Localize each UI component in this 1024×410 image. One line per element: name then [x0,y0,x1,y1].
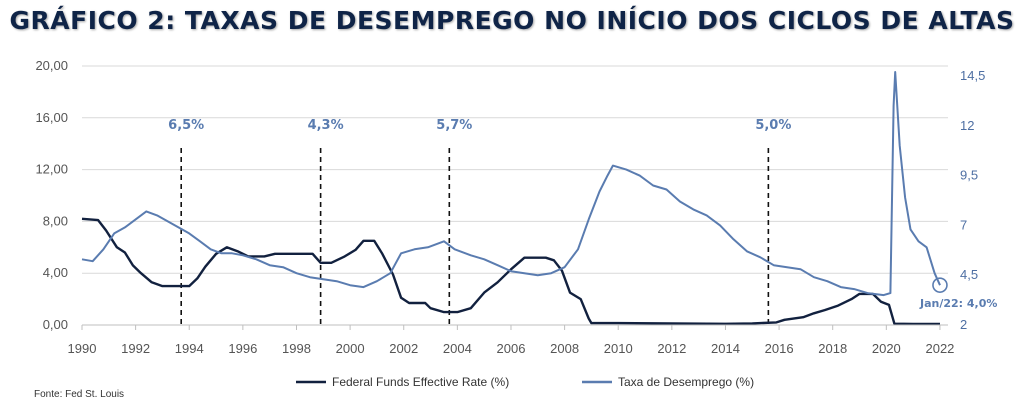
x-tick-label: 2014 [711,341,740,356]
series-lines [81,71,941,326]
x-tick-label: 2006 [497,341,526,356]
x-tick-label: 2000 [336,341,365,356]
x-tick-label: 2008 [550,341,579,356]
y-left-tick-label: 4,00 [43,265,68,280]
y-left-tick-label: 12,00 [35,162,68,177]
x-tick-label: 2018 [818,341,847,356]
x-tick-label: 2022 [925,341,954,356]
unemployment-line [81,71,941,297]
cycle-start-label: 6,5% [168,118,204,133]
source-note: Fonte: Fed St. Louis [34,389,125,400]
x-tick-label: 1990 [68,341,97,356]
y-axis-right: 2 4,5 7 9,5 12 14,5 [960,68,985,332]
y-left-tick-label: 16,00 [35,110,68,125]
cycle-start-label: 5,0% [755,118,791,133]
chart-title: GRÁFICO 2: TAXAS DE DESEMPREGO NO INÍCIO… [9,6,1015,35]
x-axis: 1990 1992 1994 1996 1998 2000 2002 2004 2006 2008… [68,324,954,356]
x-tick-label: 2010 [604,341,633,356]
x-tick-label: 2012 [657,341,686,356]
legend-label: Federal Funds Effective Rate (%) [332,375,509,389]
legend: Federal Funds Effective Rate (%) Taxa de … [296,375,754,389]
y-right-tick-label: 7 [960,217,967,232]
y-axis-left: 0,00 4,00 8,00 12,00 16,00 20,00 [35,58,68,332]
cycle-start-label: 5,7% [436,118,472,133]
x-tick-label: 1992 [121,341,150,356]
y-right-tick-label: 4,5 [960,267,978,282]
y-right-tick-label: 12 [960,118,974,133]
y-left-tick-label: 20,00 [35,58,68,73]
end-value-label: Jan/22: 4,0% [919,297,997,310]
x-tick-label: 2020 [872,341,901,356]
fed-funds-line [81,217,940,326]
y-right-tick-label: 9,5 [960,168,978,183]
legend-label: Taxa de Desemprego (%) [618,375,754,389]
x-tick-label: 1998 [282,341,311,356]
y-left-tick-label: 0,00 [43,317,68,332]
cycle-start-label: 4,3% [308,118,344,133]
x-tick-label: 2016 [765,341,794,356]
end-marker: Jan/22: 4,0% [919,277,997,310]
y-left-tick-label: 8,00 [43,213,68,228]
x-tick-label: 1996 [228,341,257,356]
y-right-tick-label: 14,5 [960,68,985,83]
x-tick-label: 2002 [389,341,418,356]
annotations: 6,5% 4,3% 5,7% 5,0% [168,118,791,325]
x-tick-label: 2004 [443,341,472,356]
x-tick-label: 1994 [175,341,204,356]
gridlines [82,65,948,326]
end-circle [932,277,948,293]
y-right-tick-label: 2 [960,317,967,332]
